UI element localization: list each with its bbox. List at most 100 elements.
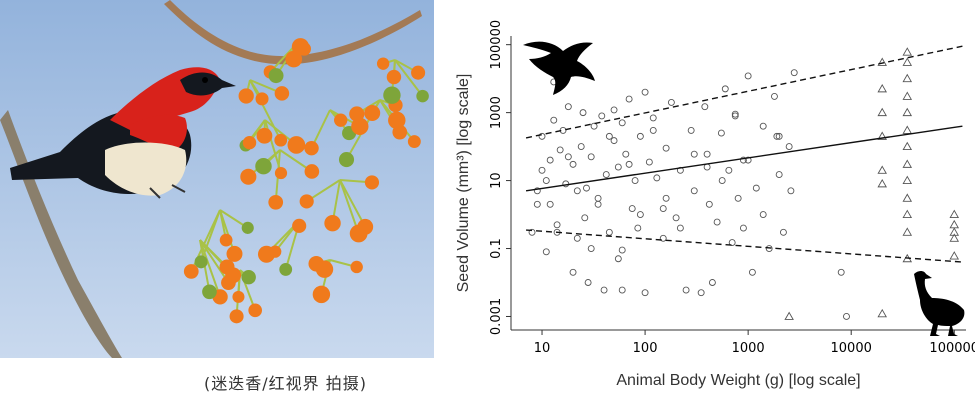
data-point	[717, 129, 725, 137]
data-point	[618, 119, 626, 127]
data-point	[602, 171, 610, 179]
data-point-triangle	[877, 83, 887, 93]
data-point	[590, 122, 598, 130]
data-point-triangle	[902, 209, 913, 219]
data-point	[718, 177, 726, 185]
x-tick-label: 1000	[732, 341, 765, 356]
scarlet-backed-flowerpecker	[10, 67, 236, 199]
berry	[240, 168, 257, 185]
berry	[248, 303, 262, 318]
data-point	[765, 245, 773, 252]
berry	[351, 117, 369, 135]
berry-stem	[339, 179, 367, 228]
data-point	[562, 180, 570, 188]
data-point	[641, 289, 649, 297]
data-point-triangle	[949, 233, 960, 242]
data-point	[713, 218, 721, 226]
berry	[299, 194, 314, 209]
data-point	[759, 122, 767, 130]
data-point-triangle	[902, 227, 913, 236]
berry	[285, 50, 303, 68]
data-point	[538, 166, 546, 174]
data-point	[594, 200, 602, 208]
data-point-triangle	[949, 251, 960, 260]
data-point	[587, 245, 595, 252]
data-point	[605, 228, 613, 236]
berry	[357, 218, 374, 235]
data-point	[610, 106, 618, 114]
y-tick-label: 0.1	[489, 238, 504, 259]
data-point	[744, 156, 752, 164]
data-point	[569, 160, 577, 168]
data-point	[790, 69, 798, 77]
data-point	[600, 286, 608, 294]
berry	[183, 264, 199, 279]
data-point-triangle	[877, 178, 887, 188]
berry	[388, 111, 406, 130]
x-tick-label: 100000	[929, 341, 975, 356]
data-point	[618, 246, 626, 254]
berry	[416, 89, 429, 103]
berry	[338, 152, 355, 168]
data-point	[662, 194, 670, 202]
regression-lines	[525, 45, 963, 263]
data-point	[690, 150, 698, 158]
berry	[232, 290, 245, 303]
berry	[350, 260, 363, 274]
data-point	[556, 146, 564, 154]
y-axis-ticks: 0.001 0.1 10 1000 100000	[489, 20, 511, 335]
data-point	[625, 95, 633, 103]
data-point	[550, 116, 558, 124]
data-point	[625, 160, 633, 168]
data-point-triangle	[877, 131, 887, 140]
y-tick-label: 10	[489, 172, 504, 189]
data-point	[672, 214, 680, 222]
data-point	[605, 132, 613, 140]
berry	[269, 245, 282, 258]
data-point	[787, 187, 795, 195]
data-point-triangle	[902, 141, 913, 151]
berry	[274, 86, 290, 101]
berry	[304, 140, 319, 156]
data-point	[636, 211, 644, 219]
data-point-triangle	[877, 165, 887, 174]
data-point	[636, 132, 644, 140]
berry-stem	[249, 79, 282, 141]
data-point	[785, 143, 793, 151]
data-point	[634, 224, 642, 232]
data-point-triangle	[902, 175, 913, 185]
berry	[291, 38, 310, 56]
data-point	[584, 279, 592, 286]
x-tick-label: 100	[633, 341, 658, 356]
berry	[255, 157, 272, 175]
data-point	[687, 126, 695, 134]
berry	[238, 88, 254, 104]
data-point-triangle	[902, 159, 913, 168]
data-point	[731, 110, 739, 118]
berry	[376, 57, 390, 70]
berry	[287, 136, 306, 154]
data-point	[538, 132, 546, 140]
data-point-triangle	[877, 308, 887, 318]
data-point-triangle	[902, 193, 913, 202]
data-point	[598, 112, 606, 120]
y-axis-label: Seed Volume (mm³) [log scale]	[455, 74, 472, 293]
berry	[225, 267, 242, 284]
data-points	[528, 47, 960, 320]
berry	[411, 65, 426, 80]
data-point	[659, 205, 667, 213]
data-point	[662, 144, 670, 152]
berry	[349, 106, 365, 122]
data-point	[649, 114, 657, 122]
data-point	[569, 268, 577, 276]
data-point	[564, 153, 572, 161]
data-point	[546, 156, 554, 164]
data-point	[739, 224, 747, 232]
data-point	[752, 184, 760, 192]
data-point	[618, 286, 626, 294]
berry	[383, 86, 401, 104]
data-point-triangle	[877, 57, 887, 66]
top-branch	[164, 0, 422, 65]
data-point	[614, 255, 622, 263]
seed-volume-scatter-chart: 10 100 1000 10000 100000 0.001 0.1 10 1000 10000…	[455, 20, 975, 389]
